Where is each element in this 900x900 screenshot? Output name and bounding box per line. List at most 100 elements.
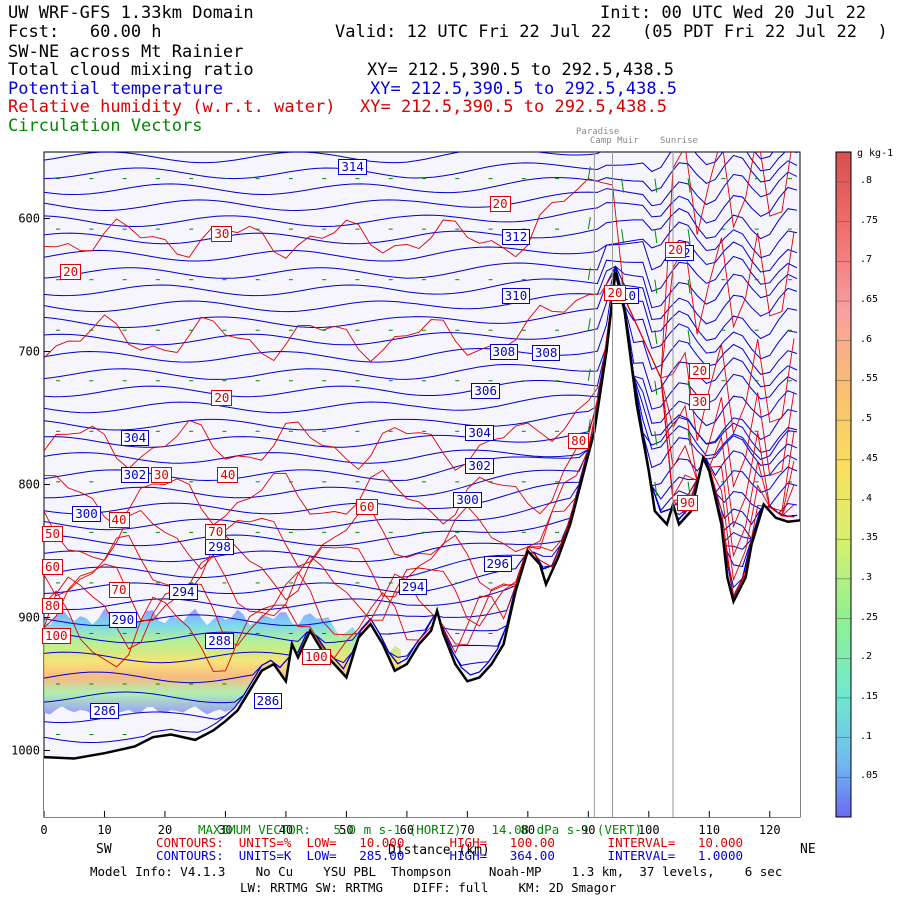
- x-axis-label: Distance (km): [388, 843, 490, 858]
- theta-line: [44, 255, 798, 297]
- theta-line: [44, 186, 798, 228]
- theta-label: 302: [465, 457, 494, 474]
- rh-label: 30: [150, 467, 172, 484]
- rh-label: 70: [205, 524, 227, 541]
- model-info-2: LW: RRTMG SW: RRTMG DIFF: full KM: 2D Sm…: [240, 880, 617, 895]
- theta-line: [44, 266, 798, 499]
- vector-arrow: [687, 229, 691, 244]
- var1-label: Total cloud mixing ratio: [8, 60, 254, 80]
- theta-line: [44, 266, 798, 380]
- vector-arrow: [621, 178, 625, 193]
- rh-label: 20: [689, 363, 711, 380]
- rh-label: 20: [604, 284, 626, 301]
- vector-arrow: [654, 481, 658, 496]
- theta-line: [44, 266, 798, 398]
- y-tick-label: 800: [18, 478, 40, 492]
- x-tick-label: 0: [40, 823, 47, 837]
- rh-line: [44, 231, 795, 380]
- rh-label: 20: [664, 242, 686, 259]
- theta-line: [44, 207, 798, 245]
- forecast-hour: Fcst: 60.00 h: [8, 22, 162, 42]
- rh-contours: [44, 152, 795, 672]
- colorbar-tick-label: .15: [860, 690, 879, 702]
- rh-label: 80: [42, 597, 64, 614]
- cloud-layer: [44, 608, 401, 715]
- theta-label: 306: [471, 383, 500, 400]
- theta-line: [44, 266, 798, 363]
- theta-label: 294: [169, 584, 198, 601]
- colorbar-tick-label: .3: [860, 571, 873, 583]
- peak-label-camp-muir: Camp Muir: [590, 136, 639, 146]
- x-tick-label: 10: [97, 823, 111, 837]
- vector-arrow: [687, 178, 691, 193]
- colorbar-tick-label: .05: [860, 770, 879, 782]
- x-tick-label: 60: [400, 823, 414, 837]
- x-tick-label: 30: [218, 823, 232, 837]
- contours-rh: CONTOURS: UNITS=% LOW= 10.000 HIGH= 100.…: [156, 835, 743, 850]
- theta-label: 288: [205, 633, 234, 650]
- theta-line: [44, 266, 798, 464]
- theta-label: 310: [501, 287, 531, 304]
- axes: 0 10 20 30 40 50 60 70 80 90 100 110 120 600 700 800 900…: [11, 212, 781, 838]
- peak-label-paradise: Paradise: [576, 127, 620, 137]
- vector-arrow: [587, 419, 591, 432]
- vector-arrow: [654, 229, 658, 244]
- colorbar-tick-label: .55: [860, 373, 879, 385]
- rh-label: 80: [568, 432, 590, 449]
- section-title: SW-NE across Mt Rainier: [8, 42, 244, 62]
- rh-line: [44, 293, 795, 672]
- contours-theta: CONTOURS: UNITS=K LOW= 285.00 HIGH= 364.…: [156, 848, 743, 863]
- theta-label: 286: [253, 693, 283, 710]
- x-tick-label: 40: [279, 823, 293, 837]
- colorbar-tick-label: .75: [860, 214, 879, 226]
- theta-label: 286: [90, 702, 119, 719]
- rh-label: 20: [211, 390, 233, 407]
- rh-label: 20: [60, 263, 82, 280]
- theta-label: 296: [483, 556, 513, 573]
- theta-label: 314: [338, 158, 367, 175]
- var2-xy: XY= 212.5,390.5 to 292.5,438.5: [370, 79, 678, 99]
- theta-label: 312: [501, 229, 531, 246]
- vector-arrow: [687, 330, 691, 345]
- vector-arrow: [587, 318, 591, 331]
- var1-xy: XY= 212.5,390.5 to 292.5,438.5: [367, 60, 675, 80]
- x-tick-label: 50: [339, 823, 353, 837]
- x-tick-label: 100: [638, 823, 660, 837]
- theta-line: [44, 152, 774, 164]
- vector-arrow: [654, 178, 658, 193]
- y-tick-label: 600: [18, 212, 40, 226]
- vector-arrow: [687, 431, 691, 446]
- vector-arrow: [687, 279, 691, 294]
- terrain-mask: [44, 271, 800, 817]
- colorbar-tick-label: .1: [860, 730, 873, 742]
- colorbar: [835, 151, 852, 818]
- theta-label: 294: [398, 578, 428, 595]
- title-left: UW WRF-GFS 1.33km Domain: [8, 3, 254, 23]
- colorbar-tick-label: .4: [860, 492, 873, 504]
- rh-label: 40: [217, 467, 239, 484]
- y-tick-label: 1000: [11, 744, 40, 758]
- x-tick-label: 110: [698, 823, 720, 837]
- colorbar-tick-label: .5: [860, 413, 873, 425]
- colorbar-tick-label: .2: [860, 651, 873, 663]
- vector-arrow: [654, 380, 658, 395]
- rh-label: 100: [42, 628, 71, 645]
- vector-arrow: [587, 368, 591, 381]
- theta-line: [44, 152, 798, 180]
- var3-label: Relative humidity (w.r.t. water): [8, 97, 336, 117]
- rh-label: 20: [489, 195, 511, 212]
- rh-label: 60: [42, 558, 64, 575]
- y-tick-label: 900: [18, 611, 40, 625]
- theta-line: [44, 265, 798, 329]
- colorbar-unit: g kg-1: [857, 148, 894, 159]
- theta-label: 304: [465, 424, 494, 441]
- theta-label: 308: [531, 344, 561, 361]
- colorbar-tick-label: .25: [860, 611, 879, 623]
- vector-arrow: [654, 330, 658, 345]
- y-tick-label: 700: [18, 345, 40, 359]
- rh-label: 100: [302, 649, 331, 666]
- x-tick-label: 70: [460, 823, 474, 837]
- vector-arrow: [687, 481, 691, 496]
- x-tick-label: 90: [581, 823, 595, 837]
